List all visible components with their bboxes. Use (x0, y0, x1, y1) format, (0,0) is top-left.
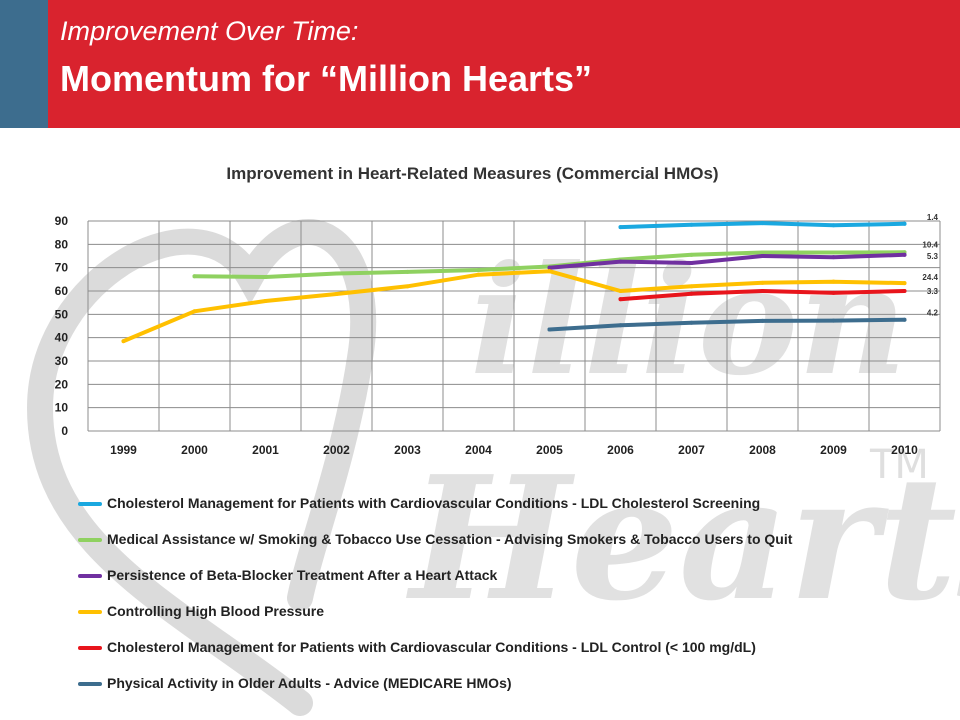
data-point (263, 275, 268, 279)
series-line-3 (121, 269, 907, 344)
data-point (547, 327, 552, 332)
data-point (618, 259, 623, 264)
series-line-2 (547, 252, 907, 270)
x-tick-label: 2006 (607, 443, 634, 457)
data-point (192, 274, 197, 279)
series-end-label: 1.4 (927, 213, 939, 222)
series-end-label: 4.2 (927, 309, 939, 318)
data-point (405, 269, 410, 274)
watermark-word-hearts: Hearts (406, 439, 960, 639)
data-point (760, 221, 765, 226)
header-bar (0, 0, 960, 128)
y-tick-label: 70 (55, 261, 69, 275)
chart-axes: 0 10 20 30 40 50 60 70 80 90 1999 2000 2001 2002 2003 2… (55, 214, 919, 457)
series-end-label: 10.4 (922, 240, 938, 249)
data-point (760, 318, 765, 323)
data-point (760, 254, 765, 258)
data-point (760, 250, 765, 255)
legend-swatch (78, 574, 102, 578)
slide-subtitle: Improvement Over Time: (60, 16, 359, 46)
data-point (902, 317, 907, 322)
x-tick-label: 2008 (749, 443, 776, 457)
data-point (689, 291, 694, 296)
series-end-label: 3.3 (927, 287, 939, 296)
series-line-5 (547, 317, 907, 332)
legend-label: Persistence of Beta-Blocker Treatment Af… (107, 567, 498, 583)
chart-title: Improvement in Heart-Related Measures (C… (226, 164, 719, 183)
data-point (831, 250, 836, 255)
data-point (831, 255, 836, 260)
x-tick-label: 2000 (181, 443, 208, 457)
y-tick-label: 50 (55, 307, 69, 321)
chart-gridlines (87, 220, 941, 432)
data-point (831, 223, 836, 228)
watermark-trademark: TM (869, 442, 929, 488)
data-point (831, 279, 836, 284)
data-point (689, 252, 694, 257)
legend-swatch (78, 610, 102, 614)
data-point (831, 290, 836, 295)
header-accent-bar (0, 0, 48, 128)
line-chart: 0 10 20 30 40 50 60 70 80 90 1999 2000 2001 2002 2003 2… (55, 213, 941, 457)
legend-swatch (78, 682, 102, 686)
data-point (760, 289, 765, 293)
legend-swatch (78, 646, 102, 650)
data-point (405, 284, 410, 289)
data-point (547, 269, 552, 274)
data-point (547, 265, 552, 270)
series-end-label: 5.3 (927, 252, 939, 261)
data-point (618, 323, 623, 328)
y-tick-label: 40 (55, 331, 69, 345)
x-tick-label: 2005 (536, 443, 563, 457)
y-tick-label: 80 (55, 237, 69, 251)
data-point (121, 339, 126, 344)
data-point (618, 297, 623, 302)
data-point (192, 309, 197, 314)
x-tick-label: 2002 (323, 443, 350, 457)
data-point (263, 299, 268, 304)
x-tick-label: 2007 (678, 443, 705, 457)
y-tick-label: 30 (55, 354, 69, 368)
legend-swatch (78, 502, 102, 506)
data-point (689, 261, 694, 265)
data-point (689, 320, 694, 325)
x-tick-label: 2001 (252, 443, 279, 457)
data-point (689, 222, 694, 227)
legend-label: Cholesterol Management for Patients with… (107, 639, 756, 655)
data-point (334, 271, 339, 276)
data-point (831, 318, 836, 323)
data-point (760, 280, 765, 285)
slide-title: Momentum for “Million Hearts” (60, 58, 593, 99)
data-point (902, 289, 907, 293)
data-point (476, 272, 481, 277)
legend-label: Medical Assistance w/ Smoking & Tobacco … (107, 531, 793, 547)
data-point (476, 268, 481, 272)
data-point (902, 252, 907, 257)
data-point (689, 284, 694, 289)
data-point (902, 281, 907, 286)
series-end-label: 24.4 (922, 273, 938, 282)
y-tick-label: 10 (55, 401, 69, 415)
x-tick-label: 1999 (110, 443, 137, 457)
legend-label: Controlling High Blood Pressure (107, 603, 325, 619)
legend-swatch (78, 538, 102, 542)
heart-outline-shape (26, 219, 377, 716)
y-tick-label: 0 (61, 424, 68, 438)
chart-series (121, 221, 907, 344)
data-point (334, 292, 339, 297)
x-tick-label: 2009 (820, 443, 847, 457)
data-point (618, 225, 623, 230)
y-tick-label: 20 (55, 377, 69, 391)
data-point (618, 289, 623, 293)
x-tick-label: 2010 (891, 443, 918, 457)
chart-data-labels: 1.4 10.4 5.3 24.4 3.3 4.2 (922, 213, 938, 318)
y-tick-label: 90 (55, 214, 69, 228)
y-tick-label: 60 (55, 284, 69, 298)
x-tick-label: 2003 (394, 443, 421, 457)
x-tick-label: 2004 (465, 443, 492, 457)
legend-label: Cholesterol Management for Patients with… (107, 495, 761, 511)
data-point (902, 221, 907, 226)
legend-label: Physical Activity in Older Adults - Advi… (107, 675, 512, 691)
